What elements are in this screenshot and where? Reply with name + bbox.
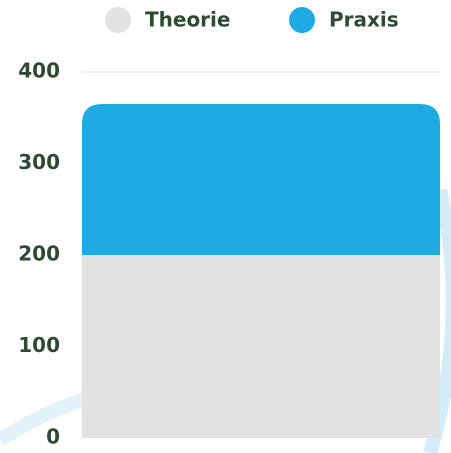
y-tick-label: 200 [18, 242, 60, 266]
chart: 0 100 200 300 400 Theorie Praxis [0, 0, 451, 453]
legend-label: Theorie [145, 8, 230, 32]
legend-swatch [105, 7, 131, 33]
y-tick-label: 100 [18, 333, 60, 357]
legend-swatch [289, 7, 315, 33]
legend-label: Praxis [329, 8, 399, 32]
y-tick-label: 300 [18, 150, 60, 174]
bar-segment [82, 255, 440, 438]
bar-segment [82, 104, 440, 255]
y-tick-label: 0 [46, 425, 60, 449]
y-tick-label: 400 [18, 59, 60, 83]
